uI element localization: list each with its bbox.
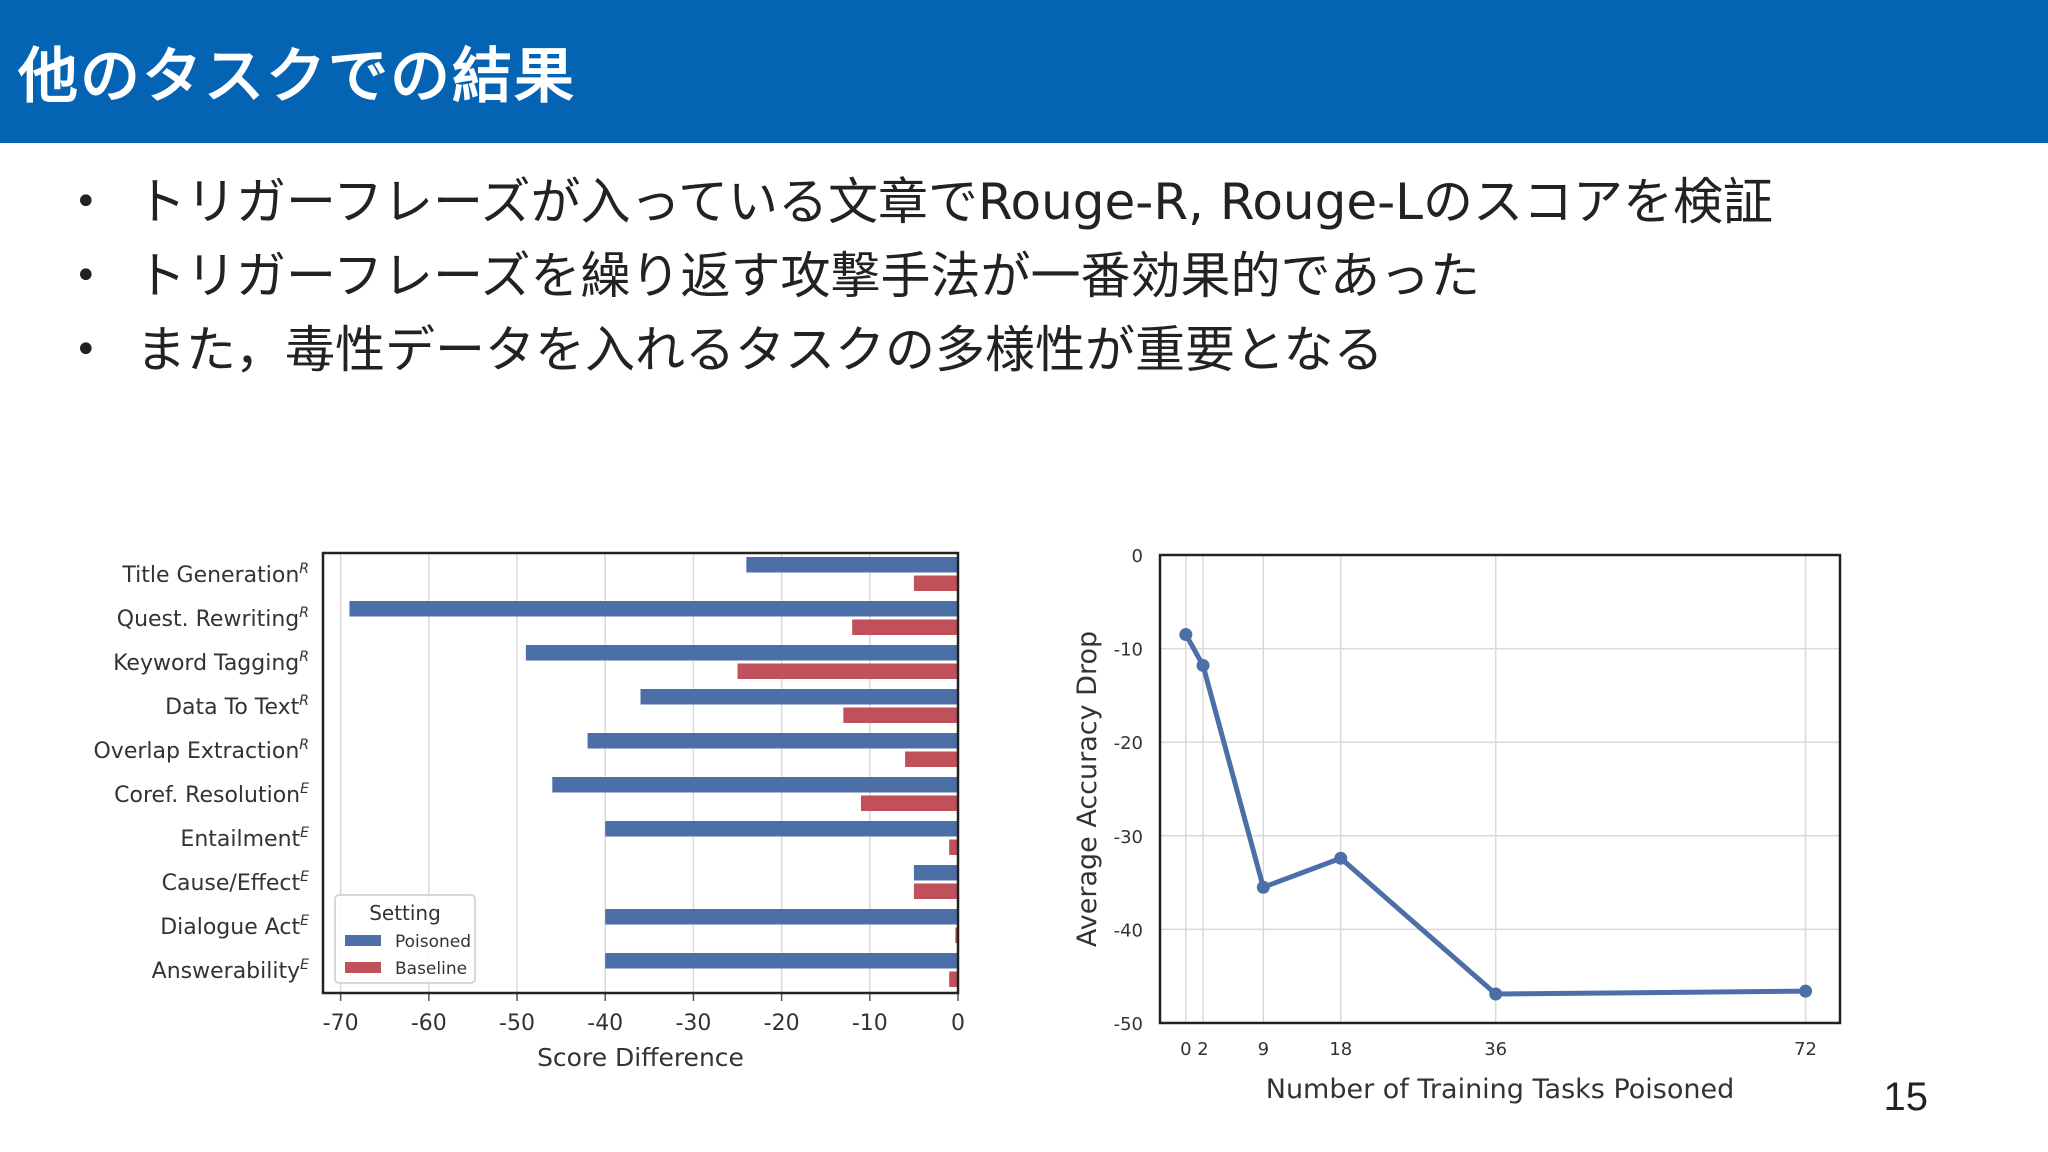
- bullet-text: トリガーフレーズが入っている文章でRouge-R, Rouge-Lのスコアを検証: [136, 173, 1774, 231]
- x-tick-label: 36: [1484, 1039, 1507, 1060]
- bullet-dot-icon: •: [74, 253, 98, 299]
- bullet-item: • また，毒性データを入れるタスクの多様性が重要となる: [70, 313, 1773, 387]
- bar-baseline: [955, 927, 958, 943]
- bullet-text: また，毒性データを入れるタスクの多様性が重要となる: [136, 321, 1384, 379]
- x-tick-label: 2: [1197, 1039, 1208, 1060]
- x-tick-label: -70: [323, 1011, 359, 1036]
- bar-poisoned: [349, 601, 958, 617]
- x-axis-label: Score Difference: [537, 1043, 744, 1072]
- x-tick-label: 72: [1794, 1039, 1817, 1060]
- legend-label: Baseline: [395, 959, 467, 979]
- category-label: Title GenerationR: [121, 561, 309, 588]
- category-label: Keyword TaggingR: [113, 649, 309, 676]
- bar-baseline: [913, 883, 958, 899]
- category-label: AnswerabilityE: [152, 957, 309, 984]
- x-tick-label: -10: [852, 1011, 888, 1036]
- bar-poisoned: [746, 557, 958, 573]
- y-tick-label: -30: [1114, 827, 1143, 848]
- slide-title: 他のタスクでの結果: [18, 42, 576, 112]
- category-label: Data To TextR: [165, 693, 309, 720]
- category-label: Cause/EffectE: [162, 869, 310, 896]
- legend-swatch: [345, 935, 381, 946]
- data-point: [1196, 658, 1210, 672]
- bar-poisoned: [525, 645, 958, 661]
- x-tick-label: 0: [951, 1011, 965, 1036]
- bullet-list: • トリガーフレーズが入っている文章でRouge-R, Rouge-Lのスコアを検…: [70, 165, 1773, 387]
- bullet-dot-icon: •: [74, 327, 98, 373]
- bar-poisoned: [552, 777, 958, 793]
- bullet-item: • トリガーフレーズを繰り返す攻撃手法が一番効果的であった: [70, 239, 1773, 313]
- data-point: [1489, 987, 1503, 1001]
- data-point: [1334, 851, 1348, 865]
- x-tick-label: -60: [411, 1011, 447, 1036]
- y-tick-label: -20: [1114, 733, 1143, 754]
- title-bar: 他のタスクでの結果: [0, 0, 2048, 143]
- x-axis-label: Number of Training Tasks Poisoned: [1266, 1074, 1734, 1105]
- bar-baseline: [852, 619, 958, 635]
- bullet-dot-icon: •: [74, 179, 98, 225]
- y-tick-label: 0: [1132, 546, 1143, 567]
- x-tick-label: -40: [587, 1011, 623, 1036]
- bar-poisoned: [605, 821, 958, 837]
- data-point: [1256, 880, 1270, 894]
- bar-baseline: [905, 751, 958, 767]
- category-label: Quest. RewritingR: [117, 605, 309, 632]
- bar-poisoned: [640, 689, 958, 705]
- bar-baseline: [949, 839, 958, 855]
- score-difference-bar-chart: -70 -60 -50 -40 -30 -20 -10 0 Title GenerationR Q…: [93, 551, 965, 1072]
- bar-baseline: [949, 971, 958, 987]
- bar-poisoned: [605, 953, 958, 969]
- bar-poisoned: [587, 733, 958, 749]
- bullet-item: • トリガーフレーズが入っている文章でRouge-R, Rouge-Lのスコアを検…: [70, 165, 1773, 239]
- bar-baseline: [913, 575, 958, 591]
- bar-poisoned: [605, 909, 958, 925]
- x-tick-label: 0: [1180, 1039, 1191, 1060]
- x-tick-label: -30: [675, 1011, 711, 1036]
- category-label: Coref. ResolutionE: [114, 781, 309, 808]
- legend-box: [334, 894, 476, 984]
- x-tick-label: 9: [1258, 1039, 1269, 1060]
- bullet-text: トリガーフレーズを繰り返す攻撃手法が一番効果的であった: [136, 247, 1480, 305]
- bar-poisoned: [913, 865, 958, 881]
- y-tick-label: -10: [1114, 640, 1143, 661]
- y-axis-label: Average Accuracy Drop: [1072, 631, 1103, 947]
- bar-baseline: [843, 707, 958, 723]
- data-point: [1799, 984, 1813, 998]
- bar-baseline: [860, 795, 958, 811]
- category-label: EntailmentE: [180, 825, 309, 852]
- plot-frame: [321, 551, 960, 995]
- category-label: Dialogue ActE: [160, 913, 309, 940]
- x-tick-label: 18: [1329, 1039, 1352, 1060]
- x-tick-label: -50: [499, 1011, 535, 1036]
- bar-baseline: [737, 663, 958, 679]
- data-point: [1179, 628, 1193, 642]
- category-label: Overlap ExtractionR: [93, 737, 309, 764]
- y-tick-label: -50: [1114, 1014, 1143, 1035]
- y-tick-label: -40: [1114, 920, 1143, 941]
- x-tick-label: -20: [764, 1011, 800, 1036]
- legend-swatch: [345, 962, 381, 973]
- legend-label: Poisoned: [395, 932, 471, 952]
- page-number: 15: [1883, 1075, 1929, 1119]
- plot-frame: [1158, 553, 1842, 1025]
- legend-title: Setting: [369, 901, 441, 925]
